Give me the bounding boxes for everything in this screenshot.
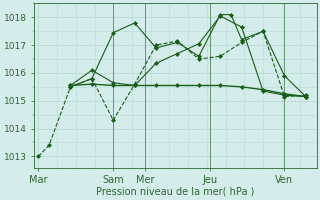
X-axis label: Pression niveau de la mer( hPa ): Pression niveau de la mer( hPa ) bbox=[96, 187, 254, 197]
